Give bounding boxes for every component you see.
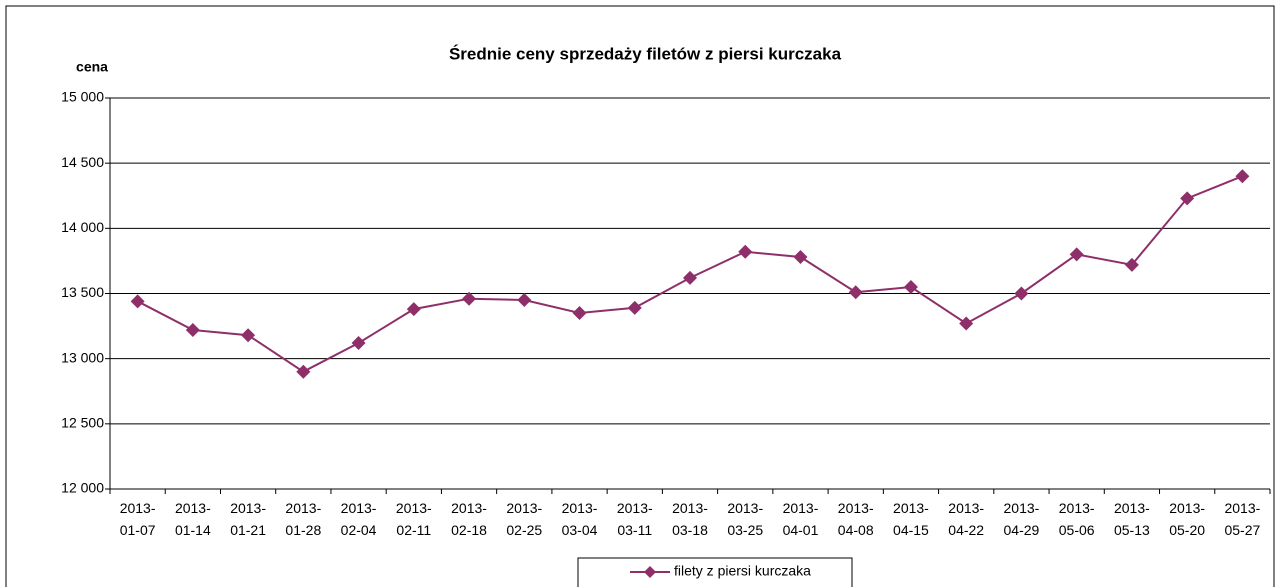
x-tick-label-line: 2013- — [1169, 500, 1205, 516]
x-tick-label: 2013- 02-11 — [396, 500, 432, 538]
x-tick-label-line: 2013- — [617, 500, 653, 516]
data-point — [462, 291, 477, 306]
x-tick-label: 2013- 05-27 — [1224, 500, 1260, 538]
data-point — [296, 364, 311, 379]
x-tick-label: 2013- 02-18 — [451, 500, 487, 538]
x-tick-label-line: 2013- — [672, 500, 708, 516]
legend-marker — [644, 566, 656, 578]
data-point — [185, 322, 200, 337]
y-axis-label: cena — [76, 59, 108, 75]
x-tick-label-line: 05-27 — [1224, 522, 1260, 538]
x-tick-label: 2013- 04-01 — [783, 500, 819, 538]
x-tick-label-line: 2013- — [1059, 500, 1095, 516]
data-point — [406, 302, 421, 317]
y-tick-label: 12 500 — [61, 415, 104, 431]
x-tick-label-line: 2013- — [396, 500, 432, 516]
x-tick-label-line: 01-14 — [175, 522, 211, 538]
x-tick-label: 2013- 05-13 — [1114, 500, 1150, 538]
x-tick-label-line: 2013- — [230, 500, 266, 516]
x-tick-label-line: 01-07 — [120, 522, 156, 538]
x-tick-label-line: 04-15 — [893, 522, 929, 538]
data-point — [1180, 191, 1195, 206]
data-point — [1235, 169, 1250, 184]
x-tick-label-line: 2013- — [1004, 500, 1040, 516]
x-tick-label-line: 2013- — [1114, 500, 1150, 516]
x-tick-label-line: 2013- — [451, 500, 487, 516]
x-tick-label: 2013- 02-04 — [341, 500, 377, 538]
y-tick-label: 14 500 — [61, 154, 104, 170]
x-tick-label-line: 04-08 — [838, 522, 874, 538]
y-tick-label: 13 500 — [61, 284, 104, 300]
x-tick-label: 2013- 03-04 — [562, 500, 598, 538]
x-tick-label: 2013- 02-25 — [506, 500, 542, 538]
x-tick-label-line: 2013- — [506, 500, 542, 516]
x-tick-label-line: 02-11 — [396, 522, 431, 538]
x-tick-label-line: 2013- — [727, 500, 763, 516]
x-tick-label: 2013- 01-21 — [230, 500, 266, 538]
x-tick-label-line: 04-01 — [783, 522, 819, 538]
x-tick-label-line: 03-25 — [727, 522, 763, 538]
chart-frame — [5, 5, 1275, 587]
x-tick-label-line: 01-21 — [230, 522, 266, 538]
x-tick-label-line: 2013- — [341, 500, 377, 516]
x-tick-label-line: 2013- — [175, 500, 211, 516]
data-point — [241, 328, 256, 343]
x-tick-label-line: 03-18 — [672, 522, 708, 538]
chart-title: Średnie ceny sprzedaży filetów z piersi … — [449, 44, 842, 63]
x-tick-label: 2013- 01-28 — [285, 500, 321, 538]
x-tick-label-line: 2013- — [562, 500, 598, 516]
y-tick-label: 13 000 — [61, 349, 104, 365]
x-tick-label-line: 02-25 — [506, 522, 542, 538]
y-tick-label: 12 000 — [61, 480, 104, 496]
data-point — [738, 244, 753, 259]
data-point — [130, 294, 145, 309]
data-point — [1014, 286, 1029, 301]
x-tick-label-line: 04-29 — [1004, 522, 1040, 538]
data-point — [572, 306, 587, 321]
x-tick-label-line: 01-28 — [285, 522, 321, 538]
x-tick-label-line: 03-04 — [562, 522, 598, 538]
x-tick-label: 2013- 03-18 — [672, 500, 708, 538]
legend-label: filety z piersi kurczaka — [674, 563, 811, 579]
x-tick-label-line: 2013- — [120, 500, 156, 516]
x-tick-label: 2013- 03-11 — [617, 500, 653, 538]
x-tick-label: 2013- 04-22 — [948, 500, 984, 538]
y-tick-label: 15 000 — [61, 89, 104, 105]
data-point — [848, 285, 863, 300]
data-point — [627, 300, 642, 315]
x-tick-label-line: 03-11 — [617, 522, 652, 538]
x-tick-label-line: 2013- — [1224, 500, 1260, 516]
data-point — [1124, 257, 1139, 272]
x-tick-label-line: 2013- — [783, 500, 819, 516]
data-point — [683, 270, 697, 285]
x-tick-label: 2013- 01-07 — [120, 500, 156, 538]
x-tick-label-line: 2013- — [838, 500, 874, 516]
x-tick-label: 2013- 04-08 — [838, 500, 874, 538]
y-tick-label: 14 000 — [61, 219, 104, 235]
x-tick-label: 2013- 04-29 — [1004, 500, 1040, 538]
data-point — [903, 279, 918, 294]
x-tick-label-line: 05-13 — [1114, 522, 1150, 538]
data-point — [959, 316, 974, 331]
data-point — [793, 250, 808, 265]
x-tick-label-line: 2013- — [948, 500, 984, 516]
x-tick-label-line: 2013- — [893, 500, 929, 516]
x-tick-label: 2013- 04-15 — [893, 500, 929, 538]
x-tick-label-line: 05-20 — [1169, 522, 1205, 538]
x-tick-label-line: 02-04 — [341, 522, 377, 538]
x-tick-label: 2013- 01-14 — [175, 500, 211, 538]
x-tick-label: 2013- 05-20 — [1169, 500, 1205, 538]
x-tick-label: 2013- 03-25 — [727, 500, 763, 538]
x-tick-label-line: 02-18 — [451, 522, 487, 538]
x-tick-label: 2013- 05-06 — [1059, 500, 1095, 538]
x-tick-label-line: 05-06 — [1059, 522, 1095, 538]
x-tick-label-line: 2013- — [285, 500, 321, 516]
data-point — [351, 336, 366, 351]
legend-box — [577, 557, 853, 587]
data-point — [517, 293, 532, 308]
data-point — [1069, 247, 1084, 262]
x-tick-label-line: 04-22 — [948, 522, 984, 538]
